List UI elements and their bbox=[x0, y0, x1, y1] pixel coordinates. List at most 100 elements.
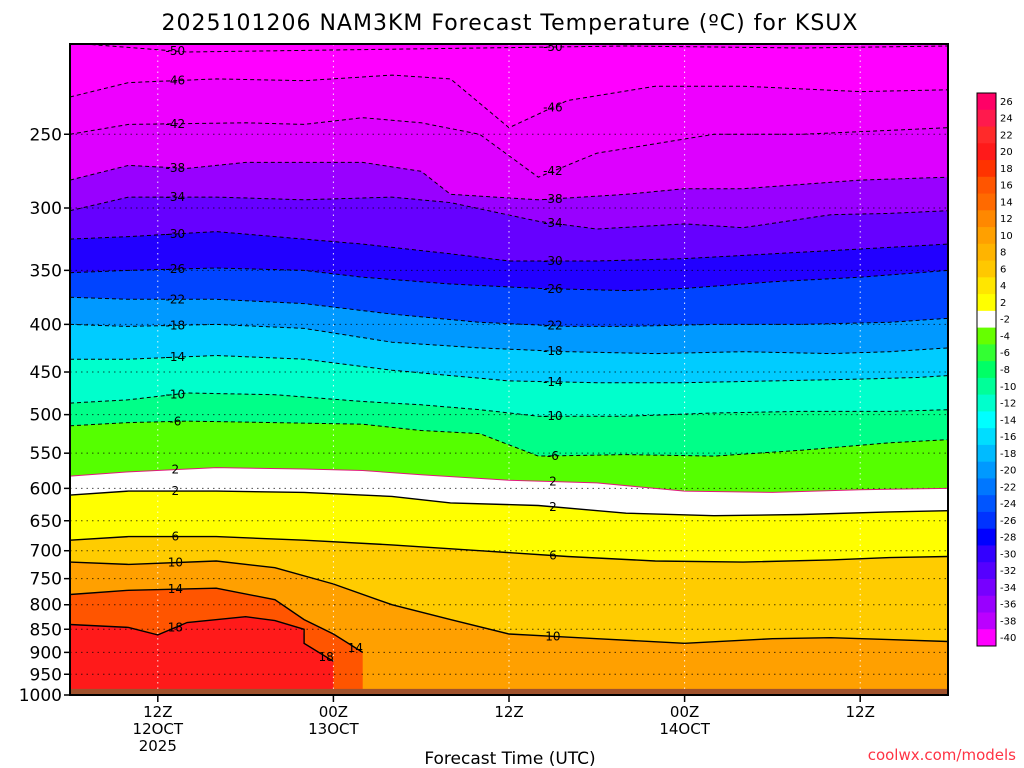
colorbar-swatch bbox=[977, 143, 996, 161]
y-tick-label: 700 bbox=[30, 542, 62, 562]
isotherm-label: -42 bbox=[543, 164, 563, 178]
colorbar-swatch bbox=[977, 495, 996, 513]
isotherm-label: -14 bbox=[543, 375, 563, 389]
isotherm-label: -26 bbox=[543, 282, 563, 296]
colorbar-swatch bbox=[977, 612, 996, 630]
y-tick-label: 400 bbox=[30, 315, 62, 335]
colorbar-swatch bbox=[977, 327, 996, 345]
y-tick-label: 350 bbox=[30, 261, 62, 281]
colorbar-label: -30 bbox=[1000, 549, 1016, 560]
colorbar-label: -20 bbox=[1000, 466, 1016, 477]
isotherm-line bbox=[70, 467, 948, 493]
isotherm-line bbox=[70, 535, 948, 563]
x-tick-label: 12Z bbox=[143, 703, 172, 721]
colorbar-label: 24 bbox=[1000, 114, 1013, 125]
isotherm-label: -6 bbox=[169, 414, 181, 428]
isotherm-label: 18 bbox=[168, 621, 183, 635]
isotherm-label: 6 bbox=[172, 530, 180, 544]
colorbar-label: -32 bbox=[1000, 566, 1016, 577]
colorbar-label: 6 bbox=[1000, 264, 1006, 275]
colorbar-label: -16 bbox=[1000, 432, 1016, 443]
colorbar-swatch bbox=[977, 511, 996, 530]
colorbar-label: -26 bbox=[1000, 516, 1016, 527]
isotherm-label: -22 bbox=[543, 319, 563, 333]
isotherm-label: -38 bbox=[166, 161, 186, 175]
y-tick-label: 300 bbox=[30, 199, 62, 219]
isotherm-line bbox=[70, 354, 948, 384]
colorbar-label: 10 bbox=[1000, 231, 1013, 242]
colorbar-frame bbox=[976, 92, 997, 647]
temperature-band bbox=[70, 616, 334, 695]
isotherm-label: -50 bbox=[543, 40, 563, 54]
chart-title: 2025101206 NAM3KM Forecast Temperature (… bbox=[162, 11, 859, 36]
y-tick-label: 250 bbox=[30, 125, 62, 145]
isotherm-label: -46 bbox=[166, 74, 186, 88]
colorbar-swatch bbox=[977, 545, 996, 563]
isotherm-label: 2 bbox=[549, 500, 557, 514]
colorbar-swatch bbox=[977, 377, 996, 396]
isotherm-label: -42 bbox=[166, 117, 186, 131]
colorbar-swatch bbox=[977, 277, 996, 295]
colorbar-swatch bbox=[977, 344, 996, 362]
y-tick-label: 450 bbox=[30, 363, 62, 383]
x-tick-label: 00Z bbox=[319, 703, 348, 721]
isotherm-label: -30 bbox=[543, 254, 563, 268]
colorbar-label: 14 bbox=[1000, 197, 1013, 208]
colorbar-swatch bbox=[977, 109, 996, 128]
colorbar-label: -12 bbox=[1000, 399, 1016, 410]
isotherm-label: -26 bbox=[166, 262, 186, 276]
isotherm-label: -18 bbox=[543, 344, 563, 358]
colorbar-label: 4 bbox=[1000, 281, 1006, 292]
isotherm-line bbox=[70, 420, 948, 457]
isotherm-line bbox=[70, 161, 948, 201]
credit-text: coolwx.com/models bbox=[868, 746, 1016, 764]
isotherm-label: -18 bbox=[166, 318, 186, 332]
pressure-axis: 250 300 350 400 450 500 550 600 650 700 750 800 850 9… bbox=[19, 125, 70, 706]
colorbar-label: -28 bbox=[1000, 533, 1016, 544]
colorbar-label: 12 bbox=[1000, 214, 1013, 225]
y-tick-label: 600 bbox=[30, 479, 62, 499]
colorbar-label: -24 bbox=[1000, 499, 1016, 510]
colorbar-swatch bbox=[977, 160, 996, 178]
colorbar-label: -8 bbox=[1000, 365, 1010, 376]
colorbar-label: 20 bbox=[1000, 147, 1013, 158]
colorbar-swatch bbox=[977, 294, 996, 312]
isotherm-line bbox=[70, 117, 948, 178]
x-tick-label: 12Z bbox=[846, 703, 875, 721]
colorbar-label: -2 bbox=[1000, 315, 1010, 326]
y-tick-label: 950 bbox=[30, 665, 62, 685]
colorbar-label: 22 bbox=[1000, 130, 1013, 141]
isotherm-line bbox=[70, 323, 948, 355]
isotherm-contours: -50 -50 -46 -46 -42 -42 -38 -38 -34 -34 -30 -30 -26 -… bbox=[70, 40, 948, 664]
x-tick-label: 14OCT bbox=[659, 720, 710, 738]
colorbar-label: -38 bbox=[1000, 616, 1016, 627]
colorbar-swatch bbox=[977, 411, 996, 429]
colorbar-swatch bbox=[977, 394, 996, 412]
isotherm-line bbox=[84, 44, 948, 53]
isotherm-line bbox=[70, 560, 948, 645]
colorbar: 26 24 22 20 18 16 14 12 10 8 6 4 2 -2 -4 -6 -8 -10 -12 -14 -… bbox=[976, 92, 1016, 647]
y-tick-label: 1000 bbox=[19, 686, 62, 706]
colorbar-swatch bbox=[977, 361, 996, 379]
x-tick-label: 2025 bbox=[139, 737, 177, 755]
y-tick-label: 500 bbox=[30, 406, 62, 426]
colorbar-label: -4 bbox=[1000, 331, 1010, 342]
y-tick-label: 650 bbox=[30, 512, 62, 532]
isotherm-label: -34 bbox=[166, 190, 186, 204]
plot-area: -50 -50 -46 -46 -42 -42 -38 -38 -34 -34 -30 -30 -26 -… bbox=[69, 40, 949, 696]
colorbar-swatch bbox=[977, 629, 996, 647]
colorbar-swatch bbox=[977, 595, 996, 613]
colorbar-swatch bbox=[977, 227, 996, 245]
isotherm-label: -10 bbox=[166, 387, 186, 401]
colorbar-swatch bbox=[977, 243, 996, 262]
x-axis-label: Forecast Time (UTC) bbox=[424, 749, 595, 768]
isotherm-label: -22 bbox=[166, 292, 186, 306]
y-tick-label: 550 bbox=[30, 444, 62, 464]
colorbar-swatch bbox=[977, 176, 996, 195]
colorbar-label: -10 bbox=[1000, 382, 1016, 393]
colorbar-label: -18 bbox=[1000, 449, 1016, 460]
isotherm-line bbox=[70, 587, 364, 653]
isotherm-label: 10 bbox=[168, 556, 183, 570]
